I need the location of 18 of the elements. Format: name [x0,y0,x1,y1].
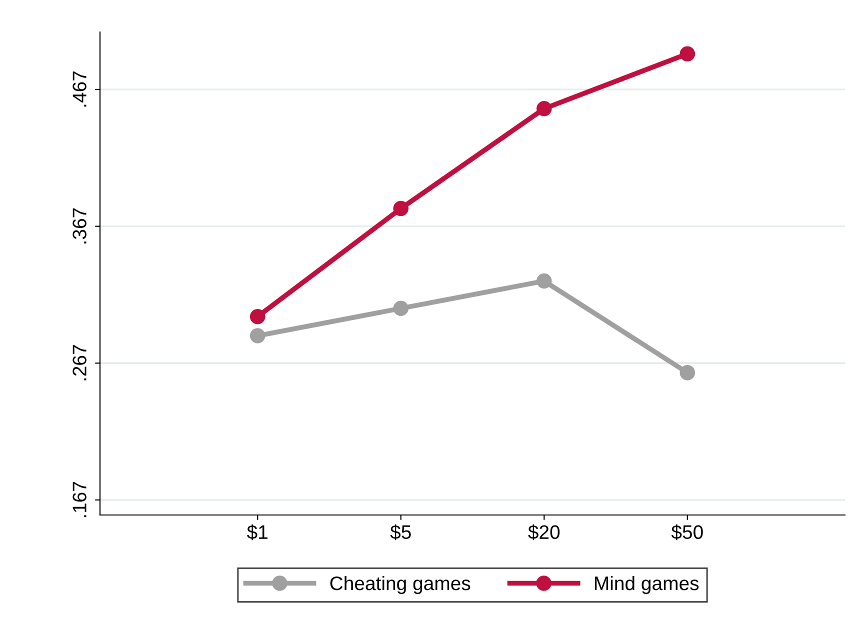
point [393,300,409,316]
legend-label: Mind games [594,576,699,594]
x-tick-label: $20 [528,524,560,540]
point [536,100,552,116]
legend-label: Cheating games [330,576,470,594]
point [250,308,266,324]
point [393,200,409,216]
y-tick-label: .267 [72,345,86,380]
y-tick-label: .467 [72,72,86,107]
x-tick-label: $5 [390,524,411,540]
x-tick-label: $1 [246,524,268,540]
y-tick-label: .367 [72,208,86,244]
x-tick-label: $50 [671,524,703,540]
point [680,46,696,62]
point [250,328,266,344]
point [536,273,552,289]
y-tick-label: .167 [72,482,86,518]
point [680,365,696,380]
